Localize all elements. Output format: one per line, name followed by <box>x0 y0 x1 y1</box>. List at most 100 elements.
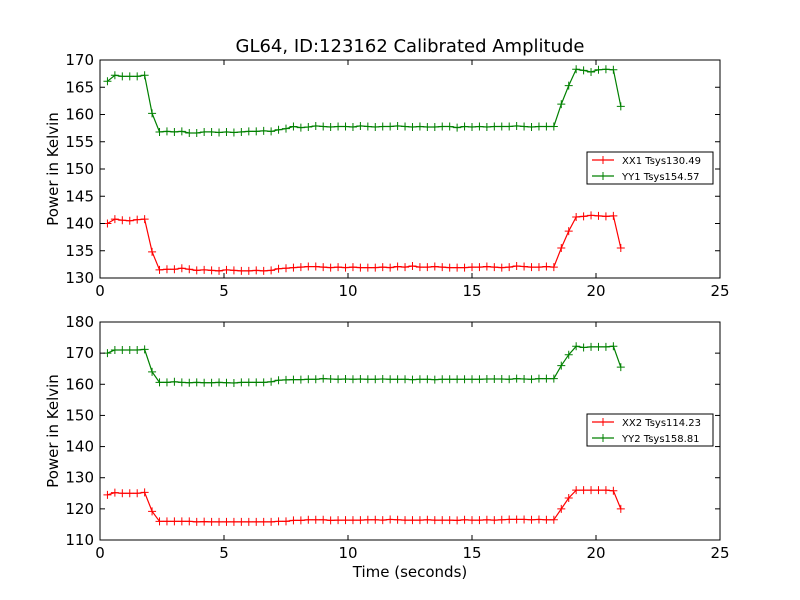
data-point <box>170 377 179 386</box>
data-point <box>170 127 179 136</box>
data-point <box>490 516 499 525</box>
data-point <box>557 244 566 253</box>
data-point <box>244 127 253 136</box>
legend-entry: YY1 Tsys154.57 <box>621 172 700 183</box>
data-point <box>468 516 476 525</box>
data-point <box>207 266 216 275</box>
legend-marker <box>599 434 607 442</box>
data-point <box>587 486 596 495</box>
data-point <box>415 375 424 384</box>
data-point <box>118 72 127 81</box>
data-point <box>534 263 543 272</box>
data-point <box>348 516 357 525</box>
data-point <box>289 375 298 384</box>
data-point <box>162 265 171 274</box>
data-point <box>512 374 521 383</box>
data-point <box>468 375 476 384</box>
data-point <box>133 72 142 81</box>
data-point <box>356 516 365 525</box>
data-point <box>594 65 603 74</box>
data-point <box>215 128 224 137</box>
y-tick-label: 160 <box>65 106 94 124</box>
data-point <box>289 263 298 272</box>
x-tick-label: 25 <box>710 282 729 300</box>
data-point <box>572 212 581 221</box>
data-point <box>177 378 186 387</box>
data-point <box>468 263 476 272</box>
data-point <box>438 375 447 384</box>
data-point <box>133 215 142 224</box>
data-point <box>363 263 372 272</box>
data-point <box>386 263 395 272</box>
y-tick-label: 155 <box>65 133 94 151</box>
data-point <box>125 72 134 81</box>
y-axis-label: Power in Kelvin <box>44 112 62 226</box>
data-point <box>207 127 216 136</box>
data-point <box>237 378 246 387</box>
data-point <box>110 215 119 224</box>
y-tick-label: 170 <box>65 344 94 362</box>
data-point <box>512 121 521 130</box>
data-point <box>363 515 372 524</box>
x-tick-label: 10 <box>338 282 357 300</box>
data-point <box>564 227 573 236</box>
data-point <box>475 263 484 272</box>
data-point <box>222 127 231 136</box>
data-point <box>282 124 290 133</box>
bottom-panel: 0 5 10 15 20 25 110 120 130 140 150 160 170 180 Power … <box>44 313 730 581</box>
data-point <box>587 342 596 351</box>
legend-marker <box>599 418 607 426</box>
data-point <box>616 504 625 513</box>
legend-marker <box>599 172 607 180</box>
data-point <box>564 81 573 90</box>
x-tick-label: 25 <box>710 544 729 562</box>
data-point <box>572 65 581 74</box>
data-point <box>415 263 424 272</box>
data-point <box>259 517 268 526</box>
data-point <box>237 127 246 136</box>
data-point <box>229 379 238 388</box>
y-tick-label: 110 <box>65 531 94 549</box>
data-point <box>363 122 372 131</box>
data-point <box>408 123 417 132</box>
data-point <box>192 129 201 138</box>
data-point <box>341 374 350 383</box>
data-point <box>505 515 514 524</box>
y-tick-label: 135 <box>65 242 94 260</box>
data-point <box>594 342 603 351</box>
data-point <box>155 517 164 526</box>
data-point <box>334 375 343 384</box>
x-tick-label: 20 <box>586 282 605 300</box>
data-point <box>475 122 484 131</box>
data-point <box>408 262 417 271</box>
x-tick-label: 5 <box>219 544 229 562</box>
data-point <box>430 375 439 384</box>
data-point <box>304 123 313 132</box>
data-point <box>594 486 603 495</box>
data-point <box>497 515 506 524</box>
data-point <box>527 515 536 524</box>
data-point <box>148 367 157 376</box>
data-point <box>534 515 543 524</box>
y-tick-label: 180 <box>65 313 94 331</box>
data-point <box>140 71 149 80</box>
data-point <box>237 266 246 275</box>
series-1-1 <box>103 211 625 275</box>
data-point <box>386 375 395 384</box>
data-point <box>564 350 573 359</box>
data-point <box>393 375 402 384</box>
data-point <box>587 211 596 220</box>
data-point <box>148 109 157 118</box>
data-point <box>542 122 551 131</box>
data-point <box>296 516 305 525</box>
data-point <box>244 266 253 275</box>
data-point <box>289 516 298 525</box>
data-point <box>557 100 566 109</box>
legend-entry: XX2 Tsys114.23 <box>622 418 701 429</box>
plot-frame <box>99 321 721 541</box>
data-point <box>341 516 350 525</box>
data-point <box>177 517 186 526</box>
data-point <box>274 376 283 385</box>
data-point <box>453 263 462 272</box>
